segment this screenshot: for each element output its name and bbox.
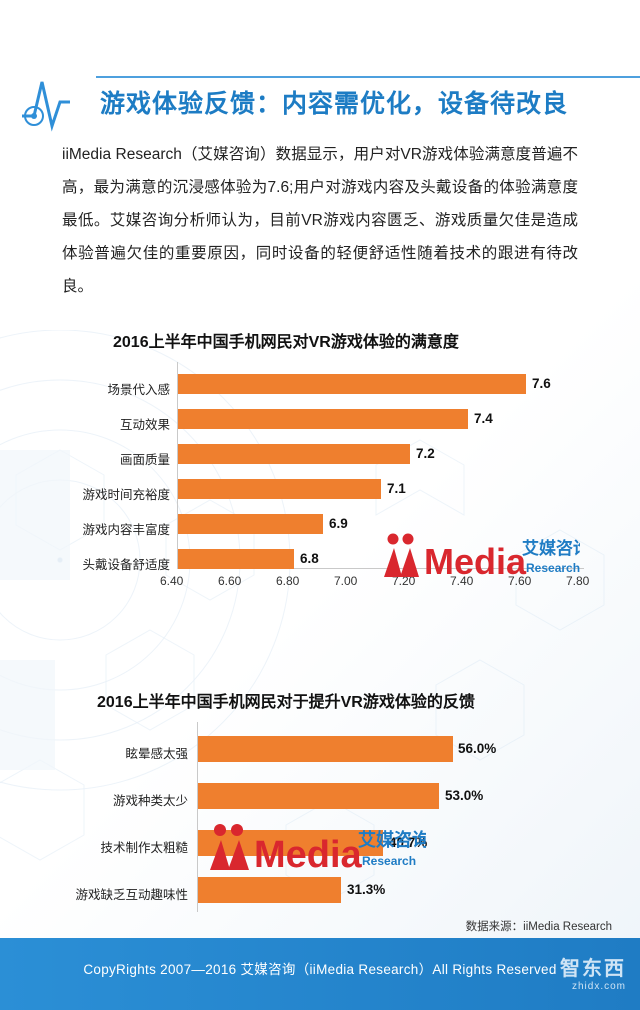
chart-2-value-label: 56.0%	[458, 741, 497, 756]
chart-1-y-axis	[177, 362, 178, 568]
chart-1-x-tick: 7.20	[392, 574, 416, 588]
chart-1: 场景代入感 互动效果 画面质量 游戏时间充裕度 游戏内容丰富度 头戴设备舒适度 …	[0, 358, 640, 608]
chart-1-x-tick: 6.40	[160, 574, 184, 588]
chart-2: 眩晕感太强 游戏种类太少 技术制作太粗糙 游戏缺乏互动趣味性 56.0% 53.…	[0, 718, 640, 923]
chart-1-value-label: 7.2	[416, 446, 435, 461]
chart-1-bar	[178, 479, 381, 499]
chart-2-category-label: 游戏种类太少	[112, 794, 188, 808]
chart-1-x-tick: 6.60	[218, 574, 242, 588]
header-rule	[96, 76, 640, 78]
chart-1-category-label: 画面质量	[119, 453, 170, 467]
chart-1-bar	[178, 374, 526, 394]
chart-1-value-label: 7.6	[532, 376, 551, 391]
svg-text:Research: Research	[362, 854, 416, 868]
chart-1-value-label: 6.9	[329, 516, 348, 531]
chart-1-title: 2016上半年中国手机网民对VR游戏体验的满意度	[113, 334, 459, 351]
chart-1-value-label: 7.1	[387, 481, 406, 496]
chart-1-bar	[178, 514, 323, 534]
page-title: 游戏体验反馈：内容需优化，设备待改良	[100, 90, 569, 118]
chart-1-x-tick: 7.00	[334, 574, 358, 588]
chart-2-bar	[198, 736, 453, 762]
chart-1-value-label: 7.4	[474, 411, 493, 426]
chart-1-value-label: 6.8	[300, 551, 319, 566]
chart-1-x-tick: 7.80	[566, 574, 590, 588]
copyright-text: CopyRights 2007—2016 艾媒咨询（iiMedia Resear…	[83, 962, 557, 977]
chart-1-bar	[178, 444, 410, 464]
site-watermark-cn: 智东西	[560, 958, 626, 980]
svg-text:艾媒咨询: 艾媒咨询	[522, 538, 580, 558]
chart-2-y-axis	[197, 722, 198, 912]
pulse-logo-icon	[18, 72, 92, 134]
chart-2-category-label: 眩晕感太强	[125, 747, 188, 761]
chart-2-value-label: 53.0%	[445, 788, 484, 803]
chart-2-category-label: 技术制作太粗糙	[100, 841, 188, 855]
chart-1-category-label: 头戴设备舒适度	[82, 558, 170, 572]
chart-1-x-tick: 7.60	[508, 574, 532, 588]
chart-1-bar	[178, 409, 468, 429]
chart-2-title: 2016上半年中国手机网民对于提升VR游戏体验的反馈	[97, 694, 475, 711]
data-source-note: 数据来源：iiMedia Research	[465, 921, 612, 933]
intro-paragraph: iiMedia Research（艾媒咨询）数据显示，用户对VR游戏体验满意度普…	[62, 146, 578, 295]
chart-2-category-label: 游戏缺乏互动趣味性	[75, 888, 188, 902]
chart-1-category-label: 游戏内容丰富度	[82, 523, 170, 537]
chart-1-category-label: 场景代入感	[107, 383, 170, 397]
chart-2-value-label: 31.3%	[347, 882, 386, 897]
site-watermark: 智东西 zhidx.com	[560, 952, 626, 992]
chart-1-x-tick: 7.40	[450, 574, 474, 588]
footer	[0, 938, 640, 1010]
chart-2-value-label: 40.7%	[389, 835, 428, 850]
chart-1-x-axis	[177, 568, 584, 569]
chart-2-bar	[198, 877, 341, 903]
chart-2-bar	[198, 783, 439, 809]
header: 游戏体验反馈：内容需优化，设备待改良	[0, 36, 640, 132]
chart-1-category-label: 互动效果	[119, 418, 170, 432]
chart-2-bar	[198, 830, 383, 856]
chart-1-x-tick: 6.80	[276, 574, 300, 588]
chart-1-category-label: 游戏时间充裕度	[82, 488, 170, 502]
chart-1-bar	[178, 549, 294, 569]
site-watermark-en: zhidx.com	[571, 981, 626, 992]
